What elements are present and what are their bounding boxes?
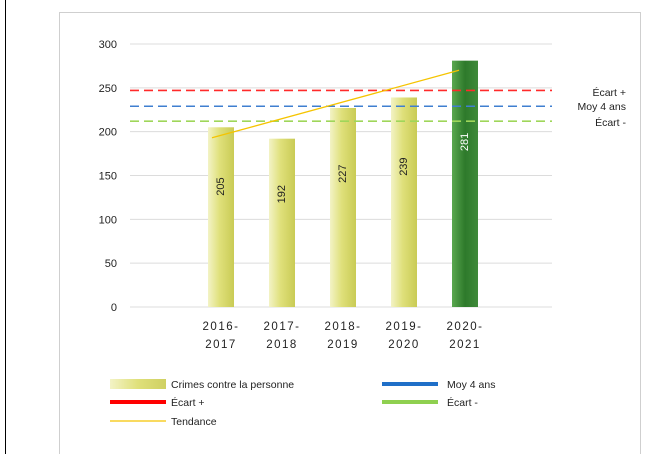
bar-data-label: 205 xyxy=(215,177,227,195)
reference-line-labels: Écart + Moy 4 ans Écart - xyxy=(578,86,627,129)
bar-data-label: 281 xyxy=(459,133,471,151)
x-tick-label: 2018- xyxy=(325,321,362,333)
legend-label: Moy 4 ans xyxy=(447,379,495,391)
bars xyxy=(208,60,478,308)
trend-line xyxy=(211,69,460,139)
x-tick-label: 2018 xyxy=(266,339,298,351)
y-tick-label: 100 xyxy=(99,214,117,226)
bar xyxy=(208,127,234,308)
bar-data-label: 192 xyxy=(276,185,288,203)
reference-label: Moy 4 ans xyxy=(578,101,626,113)
bar-data-label: 239 xyxy=(398,157,410,175)
bar xyxy=(330,107,356,307)
legend-label: Écart - xyxy=(447,396,478,409)
reference-label: Écart - xyxy=(595,116,626,129)
chart-frame-left xyxy=(59,12,60,454)
chart-frame-top xyxy=(59,12,641,13)
frame-left-edge xyxy=(5,0,6,454)
y-tick-label: 0 xyxy=(111,302,117,314)
y-tick-label: 250 xyxy=(99,83,117,95)
reference-label: Écart + xyxy=(592,86,626,99)
x-tick-label: 2016- xyxy=(203,321,240,333)
bar-data-labels: 205 192 227 239 281 xyxy=(215,133,471,204)
legend-label: Crimes contre la personne xyxy=(171,379,294,391)
trend-line-path xyxy=(211,69,460,139)
bar xyxy=(391,97,417,307)
reference-lines xyxy=(130,89,552,122)
x-tick-label: 2019- xyxy=(386,321,423,333)
y-tick-label: 150 xyxy=(99,171,117,183)
y-tick-label: 300 xyxy=(99,39,117,51)
x-tick-label: 2020- xyxy=(447,321,484,333)
x-tick-label: 2020 xyxy=(388,339,420,351)
x-tick-label: 2019 xyxy=(327,339,359,351)
legend-swatch xyxy=(110,379,166,389)
x-axis-ticks: 2016- 2017 2017- 2018 2018- 2019 2019- 2020 2020… xyxy=(203,321,484,351)
x-tick-label: 2017 xyxy=(205,339,237,351)
legend-label: Tendance xyxy=(171,416,217,428)
chart-frame-right xyxy=(640,12,641,454)
y-tick-label: 50 xyxy=(105,258,117,270)
legend: Crimes contre la personne Moy 4 ans Écart … xyxy=(110,379,495,428)
bar xyxy=(452,60,478,308)
y-tick-label: 200 xyxy=(99,127,117,139)
legend-label: Écart + xyxy=(171,396,205,409)
x-tick-label: 2017- xyxy=(264,321,301,333)
y-axis-ticks: 0 50 100 150 200 250 300 xyxy=(99,39,117,314)
x-tick-label: 2021 xyxy=(449,339,481,351)
bar xyxy=(269,138,295,307)
bar-data-label: 227 xyxy=(337,164,349,182)
